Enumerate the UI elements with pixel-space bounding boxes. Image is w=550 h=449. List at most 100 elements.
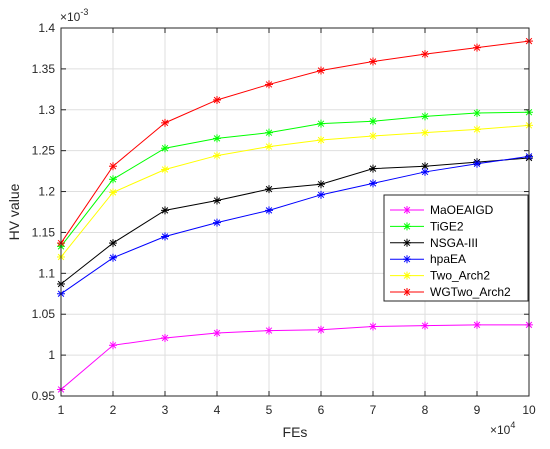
- legend-box: [383, 194, 529, 302]
- data-point-marker: [369, 179, 377, 188]
- x-tick-label: 5: [266, 403, 273, 417]
- data-point-marker: [161, 165, 169, 174]
- marker-stroke: [109, 342, 117, 349]
- marker-stroke: [369, 132, 377, 140]
- data-point-marker: [213, 196, 221, 205]
- data-point-marker: [473, 320, 481, 329]
- marker-stroke: [265, 185, 273, 193]
- x-tick-label: 1: [58, 403, 65, 417]
- data-point-marker: [403, 255, 411, 264]
- data-point-marker: [213, 134, 221, 143]
- marker-stroke: [317, 191, 325, 199]
- marker-stroke: [109, 189, 117, 196]
- data-point-marker: [161, 232, 169, 241]
- marker-stroke: [403, 239, 411, 247]
- data-point-marker: [473, 43, 481, 52]
- data-point-marker: [403, 206, 411, 214]
- marker-stroke: [421, 113, 429, 120]
- data-point-marker: [109, 341, 117, 350]
- y-tick-label: 1.05: [32, 307, 56, 321]
- marker-stroke: [161, 144, 169, 152]
- series-two-arch2: [57, 121, 533, 261]
- marker-stroke: [213, 96, 221, 104]
- data-point-marker: [265, 206, 273, 215]
- marker-stroke: [213, 152, 221, 159]
- data-point-marker: [109, 239, 117, 248]
- marker-stroke: [317, 120, 325, 127]
- y-axis-label: HV value: [6, 183, 22, 240]
- marker-stroke: [473, 109, 481, 117]
- data-point-marker: [161, 118, 169, 127]
- x-tick-label: 2: [110, 403, 117, 417]
- legend: MaOEAIGD TiGE2 NSGA-III hpaEA Two_Arch2 WGTwo…: [383, 194, 529, 302]
- data-point-marker: [317, 325, 325, 334]
- data-point-marker: [213, 329, 221, 338]
- marker-stroke: [213, 329, 221, 337]
- x-tick-label: 3: [162, 403, 169, 417]
- legend-entry: MaOEAIGD: [390, 203, 494, 217]
- data-point-marker: [473, 109, 481, 118]
- legend-entry: WGTwo_Arch2: [390, 285, 511, 299]
- marker-stroke: [403, 206, 411, 214]
- legend-entry: hpaEA: [390, 252, 466, 266]
- data-point-marker: [213, 218, 221, 227]
- legend-label: WGTwo_Arch2: [430, 285, 511, 299]
- data-point-marker: [109, 188, 117, 197]
- data-point-marker: [369, 57, 377, 66]
- y-exponent-base: ×10: [60, 10, 81, 24]
- data-point-marker: [265, 128, 273, 137]
- axis-ticks: 1 2 3 4 5 6 7 8 9 100.9511.051.11.151.21.251.31.3…: [32, 21, 536, 417]
- marker-stroke: [317, 136, 325, 144]
- data-point-marker: [109, 162, 117, 171]
- y-tick-label: 1.3: [38, 103, 55, 117]
- marker-stroke: [317, 180, 325, 188]
- marker-stroke: [161, 233, 169, 240]
- y-tick-label: 1: [48, 348, 55, 362]
- marker-stroke: [473, 321, 481, 329]
- marker-stroke: [473, 126, 481, 133]
- legend-entry: TiGE2: [390, 219, 464, 233]
- marker-stroke: [265, 143, 273, 150]
- y-tick-label: 1.35: [32, 62, 56, 76]
- data-point-marker: [213, 95, 221, 104]
- marker-stroke: [369, 165, 377, 172]
- x-tick-label: 9: [474, 403, 481, 417]
- data-point-marker: [421, 321, 429, 330]
- data-point-marker: [265, 185, 273, 194]
- series-line: [60, 111, 530, 247]
- y-tick-label: 1.1: [38, 266, 55, 280]
- data-point-marker: [265, 326, 273, 335]
- data-point-marker: [265, 142, 273, 151]
- data-point-marker: [403, 288, 411, 296]
- data-point-marker: [317, 180, 325, 189]
- marker-stroke: [161, 166, 169, 173]
- y-tick-label: 1.15: [32, 225, 56, 239]
- y-tick-label: 1.2: [38, 185, 55, 199]
- data-point-marker: [421, 162, 429, 171]
- data-point-marker: [473, 125, 481, 134]
- series-line: [60, 124, 530, 258]
- marker-stroke: [369, 180, 377, 187]
- legend-label: hpaEA: [430, 252, 466, 266]
- data-point-marker: [369, 164, 377, 173]
- data-point-marker: [421, 50, 429, 59]
- marker-stroke: [109, 254, 117, 262]
- series-line: [60, 40, 530, 244]
- data-point-marker: [109, 175, 117, 184]
- data-point-marker: [403, 222, 411, 231]
- y-tick-label: 1.4: [38, 21, 55, 35]
- data-point-marker: [317, 136, 325, 145]
- series-line: [60, 324, 529, 390]
- x-tick-label: 6: [318, 403, 325, 417]
- data-point-marker: [265, 80, 273, 89]
- legend-label: NSGA-III: [430, 236, 478, 250]
- y-exponent-power: -3: [80, 7, 88, 17]
- marker-stroke: [421, 322, 429, 329]
- x-exponent-label: ×104: [490, 420, 515, 437]
- data-point-marker: [161, 206, 169, 215]
- marker-stroke: [161, 334, 169, 342]
- marker-stroke: [265, 207, 273, 214]
- legend-label: TiGE2: [430, 219, 464, 233]
- axes-box: [60, 27, 530, 397]
- marker-stroke: [213, 197, 221, 204]
